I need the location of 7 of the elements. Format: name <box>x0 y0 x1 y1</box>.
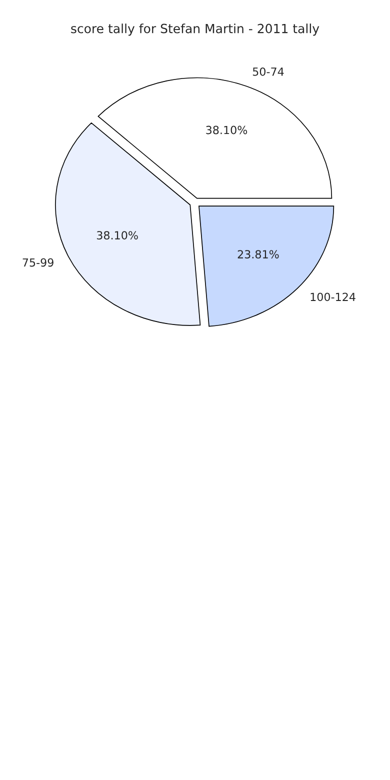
data-label: 23.81% <box>238 250 279 258</box>
slice-label: 75-99 <box>22 258 54 267</box>
data-label: 38.10% <box>206 126 248 134</box>
data-label: 38.10% <box>96 231 138 240</box>
chart-title: score tally for Stefan Martin - 2011 tally <box>71 24 320 36</box>
slice-label: 100-124 <box>310 292 356 302</box>
slice-label: 50-74 <box>252 67 284 76</box>
